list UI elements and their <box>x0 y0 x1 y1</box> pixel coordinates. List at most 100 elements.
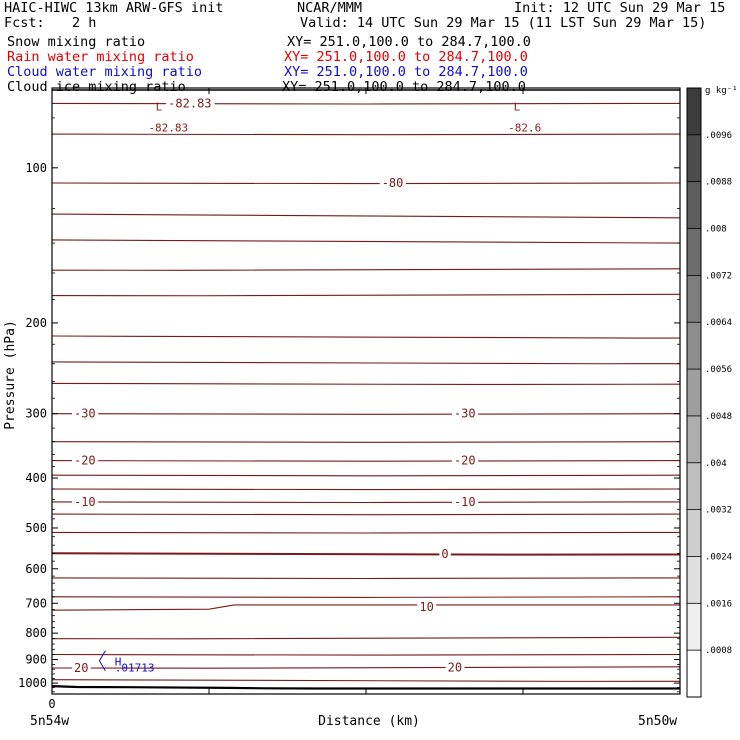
isotherm-line <box>51 239 681 244</box>
field-cloudwater-name: Cloud water mixing ratio <box>7 64 203 80</box>
isotherm-line <box>51 382 681 386</box>
extremum-value-bg <box>146 121 195 133</box>
y-tick-label: 900 <box>25 653 47 667</box>
colorbar-swatch <box>687 228 701 276</box>
y-axis-label: Pressure (hPa) <box>3 320 18 430</box>
isotherm-line <box>51 335 681 339</box>
contour-label: 20 <box>74 661 88 675</box>
y-tick-label: 1000 <box>18 676 47 690</box>
colorbar-frame <box>686 87 702 698</box>
valid-time: Valid: 14 UTC Sun 29 Mar 15 (11 LST Sun … <box>300 15 707 31</box>
colorbar-label: .0072 <box>705 271 732 281</box>
contour-label-bg <box>71 661 91 674</box>
init-time: Init: 12 UTC Sun 29 Mar 15 <box>514 0 726 16</box>
isotherm-line <box>51 604 680 611</box>
x-tick-label-0: 0 <box>48 697 55 711</box>
colorbar-swatch <box>687 369 701 416</box>
colorbar-label: .0016 <box>705 599 732 609</box>
contour-label-bg <box>71 453 99 466</box>
contour-label: -82.83 <box>168 96 211 110</box>
isotherm-line <box>51 596 681 598</box>
contour-label-bg <box>451 494 479 507</box>
fcst-value: 2 h <box>72 15 97 31</box>
isotherm-line <box>51 501 681 504</box>
field-snow-xsec: XY= 251.0,100.0 to 284.7,100.0 <box>287 34 531 50</box>
extremum-value-bg <box>506 121 548 133</box>
contour-label: -30 <box>454 407 476 421</box>
y-tick-label: 100 <box>25 161 47 175</box>
isotherm-line <box>51 460 681 462</box>
extremum-letter: L <box>514 100 521 113</box>
extremum-value: -82.83 <box>148 121 188 134</box>
contour-label-bg <box>451 406 479 419</box>
y-tick-label: 500 <box>25 521 47 535</box>
isotherm-line <box>51 413 681 415</box>
contour-label: -20 <box>74 454 96 468</box>
colorbar-swatch <box>687 509 701 557</box>
terrain-line <box>51 685 680 690</box>
colorbar-swatch <box>687 322 701 370</box>
isotherm-line <box>51 213 681 219</box>
field-rain-xsec: XY= 251.0,100.0 to 284.7,100.0 <box>284 49 528 65</box>
colorbar-label: .0048 <box>705 412 732 422</box>
x-end-label-right: 5n50w <box>638 714 677 729</box>
contour-label: -20 <box>454 454 476 468</box>
y-tick-label: 700 <box>25 596 47 610</box>
isotherm-line <box>51 361 681 365</box>
colorbar-unit: g kg⁻¹ <box>705 86 738 96</box>
colorbar-swatch <box>687 88 701 135</box>
isotherm-line <box>51 531 681 534</box>
plot-frame <box>51 87 681 695</box>
fcst-label: Fcst: <box>4 15 45 31</box>
colorbar-label: .008 <box>705 225 727 235</box>
contour-label: -10 <box>74 495 96 509</box>
contour-label-bg <box>445 660 465 673</box>
contour-label-bg <box>417 600 437 613</box>
center-label: NCAR/MMM <box>297 0 363 16</box>
contour-label: -30 <box>74 407 96 421</box>
contour-label-bg <box>439 547 451 560</box>
colorbar-label: .0024 <box>705 552 732 562</box>
contour-label: -80 <box>382 176 404 190</box>
y-tick-label: 600 <box>25 562 47 576</box>
isotherm-line <box>51 268 681 271</box>
colorbar-swatch <box>687 134 701 182</box>
field-rain-name: Rain water mixing ratio <box>7 49 194 65</box>
isotherm-line <box>51 182 681 185</box>
extremum-value: .01713 <box>115 662 155 675</box>
isotherm-line <box>51 577 681 580</box>
colorbar-label: .004 <box>705 459 727 469</box>
x-end-label-left: 5n54w <box>30 714 69 729</box>
colorbar-swatch <box>687 650 701 697</box>
extremum-letter: H <box>115 656 122 669</box>
colorbar-swatch <box>687 462 701 510</box>
colorbar-label: .0032 <box>705 506 732 516</box>
contour-label: 0 <box>441 547 448 561</box>
contour-label-bg <box>451 453 479 466</box>
y-tick-label: 300 <box>25 407 47 421</box>
isotherm-line <box>51 102 681 105</box>
y-tick-label: 400 <box>25 471 47 485</box>
contour-label: 20 <box>448 660 462 674</box>
model-title: HAIC-HIWC 13km ARW-GFS init <box>4 0 224 16</box>
colorbar-swatch <box>687 556 701 604</box>
y-tick-label: 800 <box>25 626 47 640</box>
isotherm-line <box>51 488 681 491</box>
contour-label: 10 <box>419 600 433 614</box>
contour-label: -10 <box>454 495 476 509</box>
colorbar-swatch <box>687 603 701 651</box>
isotherm-line <box>51 513 681 516</box>
contour-label-bg <box>166 96 215 109</box>
isotherm-line <box>51 441 681 443</box>
isotherm-line <box>51 679 681 682</box>
field-cloudwater-xsec: XY= 251.0,100.0 to 284.7,100.0 <box>284 64 528 80</box>
isotherm-line <box>51 133 681 136</box>
colorbar-label: .0008 <box>705 646 732 656</box>
isotherm-line <box>51 653 681 656</box>
colorbar-swatch <box>687 415 701 463</box>
colorbar-label: .0064 <box>705 318 732 328</box>
isotherm-line <box>51 636 681 640</box>
contour-label-bg <box>71 494 99 507</box>
isotherm-line <box>51 474 681 477</box>
